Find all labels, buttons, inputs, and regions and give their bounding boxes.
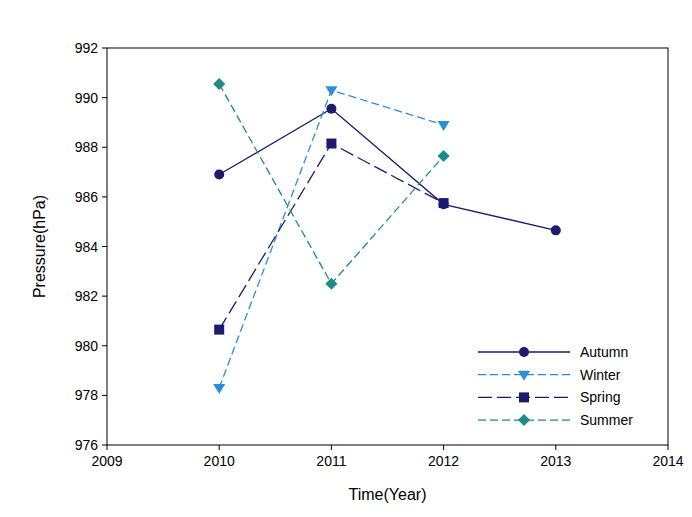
series-line <box>219 144 443 330</box>
data-layer <box>213 78 561 394</box>
x-tick <box>555 445 556 450</box>
x-tick <box>668 445 669 450</box>
series-marker <box>325 86 337 96</box>
x-tick-label: 2009 <box>91 453 122 469</box>
y-tick-label: 984 <box>75 239 99 255</box>
y-tick-label: 978 <box>75 387 99 403</box>
y-tick-label: 982 <box>75 288 99 304</box>
x-tick <box>107 445 108 450</box>
x-tick-label: 2014 <box>652 453 683 469</box>
x-tick <box>443 445 444 450</box>
y-tick <box>102 196 107 197</box>
series-marker <box>214 170 224 180</box>
y-tick <box>102 48 107 49</box>
series-marker <box>213 78 225 90</box>
y-tick <box>102 147 107 148</box>
x-tick-label: 2010 <box>204 453 235 469</box>
x-tick <box>219 445 220 450</box>
y-tick <box>102 246 107 247</box>
series-marker <box>326 104 336 114</box>
legend-label: Autumn <box>580 344 628 360</box>
legend-marker <box>518 371 530 381</box>
series-marker <box>214 325 224 335</box>
y-axis-label: Pressure(hPa) <box>31 195 48 298</box>
y-tick-label: 988 <box>75 139 99 155</box>
series-marker <box>326 139 336 149</box>
y-tick-label: 992 <box>75 40 99 56</box>
x-axis-label: Time(Year) <box>349 486 427 503</box>
y-tick-label: 990 <box>75 90 99 106</box>
legend-label: Summer <box>580 412 633 428</box>
chart: 2009 2010 2011 2012 2013 2014 976 978 980 982 984 9… <box>0 0 692 517</box>
x-tick <box>331 445 332 450</box>
series-marker <box>551 225 561 235</box>
legend-marker <box>518 414 530 426</box>
y-tick-label: 986 <box>75 189 99 205</box>
plot-frame <box>107 48 668 445</box>
x-tick-label: 2011 <box>316 453 346 469</box>
x-tick-label: 2012 <box>428 453 459 469</box>
series-line <box>219 84 443 284</box>
series-line <box>219 90 443 388</box>
y-tick-label: 980 <box>75 338 99 354</box>
y-tick <box>102 296 107 297</box>
y-tick <box>102 97 107 98</box>
y-tick <box>102 345 107 346</box>
series-marker <box>325 278 337 290</box>
legend-label: Spring <box>580 389 620 405</box>
y-tick <box>102 395 107 396</box>
y-tick <box>102 445 107 446</box>
series-marker <box>439 198 449 208</box>
legend-marker <box>519 347 529 357</box>
x-tick-label: 2013 <box>540 453 571 469</box>
series-marker <box>438 121 450 131</box>
legend-label: Winter <box>580 367 621 383</box>
y-tick-label: 976 <box>75 437 99 453</box>
legend-marker <box>519 392 529 402</box>
series-marker <box>213 384 225 394</box>
series-line <box>219 109 556 231</box>
series-marker <box>438 150 450 162</box>
legend: Autumn Winter Spring Summer <box>478 344 633 428</box>
